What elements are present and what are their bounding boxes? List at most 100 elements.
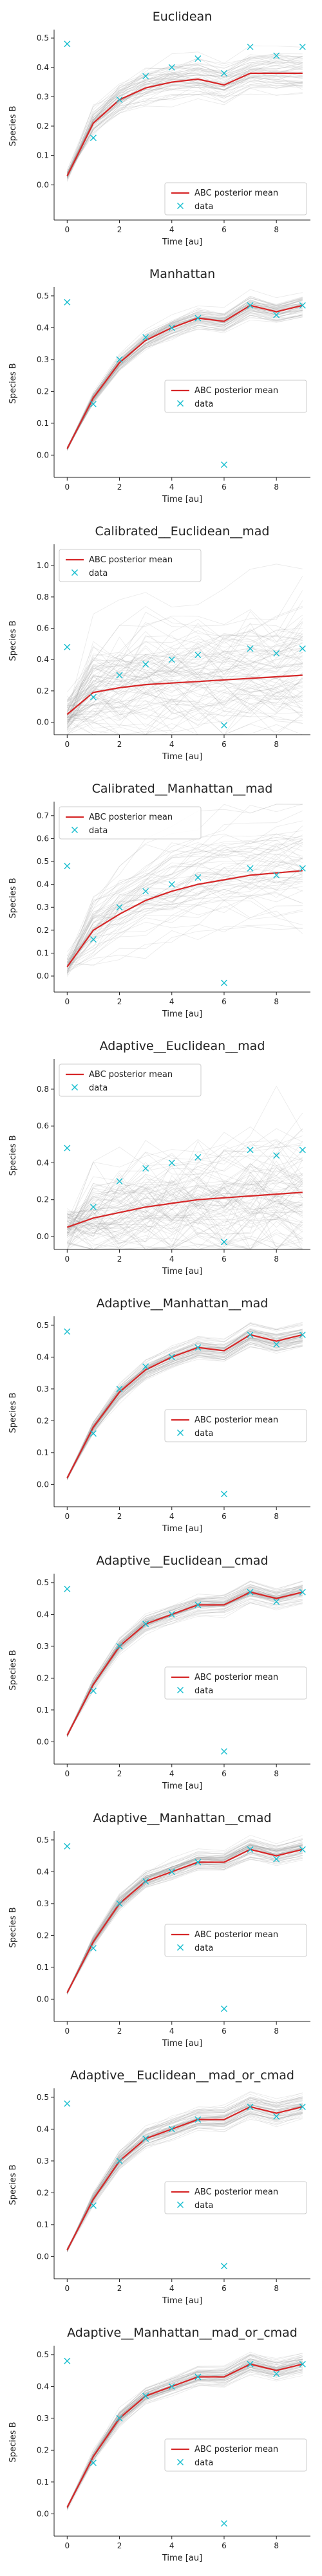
y-tick-label: 0.2 — [37, 1673, 49, 1682]
sample-trajectory — [66, 669, 303, 724]
y-axis-label: Species B — [8, 2164, 18, 2205]
posterior-samples — [66, 1835, 303, 1995]
data-point — [220, 2263, 227, 2270]
sample-trajectory — [66, 1844, 303, 1994]
y-axis-label: Species B — [8, 2422, 18, 2462]
data-point — [299, 302, 306, 309]
sample-trajectory — [67, 882, 303, 964]
chart-title: Adaptive__Euclidean__mad — [100, 1039, 265, 1053]
sample-trajectory — [66, 842, 303, 973]
sample-trajectory — [67, 679, 303, 708]
sample-trajectory — [66, 1845, 303, 1994]
legend-box — [164, 2181, 307, 2214]
legend-data-swatch — [71, 569, 78, 576]
y-tick-label: 0.4 — [37, 2124, 49, 2133]
sample-trajectory — [66, 1336, 303, 1479]
data-point — [142, 1363, 149, 1370]
sample-trajectory — [66, 315, 303, 449]
posterior-mean-line — [66, 2106, 303, 2251]
sample-trajectory — [66, 676, 303, 715]
sample-trajectory — [66, 2353, 303, 2508]
sample-trajectory — [67, 1204, 303, 1247]
y-tick-label: 0.5 — [37, 857, 49, 866]
y-axis-label: Species B — [8, 1135, 18, 1175]
sample-trajectory — [66, 1587, 303, 1736]
data-point — [299, 1846, 306, 1853]
sample-trajectory — [67, 628, 303, 700]
sample-trajectory — [66, 1145, 303, 1237]
sample-trajectory — [66, 74, 303, 178]
data-point — [194, 2373, 202, 2380]
sample-trajectory — [67, 1181, 303, 1244]
sample-trajectory — [67, 672, 303, 718]
x-tick-label: 0 — [64, 1255, 70, 1264]
sample-trajectory — [67, 876, 303, 965]
sample-trajectory — [66, 1323, 303, 1478]
sample-trajectory — [66, 1844, 303, 1992]
sample-trajectory — [66, 2094, 303, 2251]
data-point — [90, 1430, 97, 1437]
sample-trajectory — [66, 309, 303, 450]
sample-trajectory — [66, 1846, 303, 1993]
sample-trajectory — [66, 60, 303, 176]
sample-trajectory — [66, 1338, 303, 1478]
sample-trajectory — [67, 1174, 303, 1241]
sample-trajectory — [66, 2114, 303, 2250]
legend-mean-label: ABC posterior mean — [194, 1415, 278, 1425]
x-tick-label: 8 — [274, 225, 279, 234]
sample-trajectory — [66, 1166, 303, 1245]
sample-trajectory — [66, 296, 303, 448]
sample-trajectory — [66, 1586, 303, 1737]
x-tick-label: 2 — [117, 2027, 122, 2036]
sample-trajectory — [66, 1852, 303, 1994]
sample-trajectory — [66, 1587, 303, 1736]
x-tick-label: 2 — [117, 1255, 122, 1264]
data-point — [116, 356, 123, 363]
sample-trajectory — [67, 890, 303, 967]
sample-trajectory — [66, 2360, 303, 2510]
sample-trajectory — [66, 876, 303, 975]
sample-trajectory — [67, 1152, 303, 1235]
sample-trajectory — [66, 633, 303, 712]
sample-trajectory — [66, 2110, 303, 2249]
x-axis-label: Time [au] — [162, 237, 202, 247]
sample-trajectory — [67, 676, 303, 713]
sample-trajectory — [66, 1845, 303, 1993]
sample-trajectory — [66, 1590, 303, 1735]
data-point — [168, 1868, 175, 1875]
sample-trajectory — [66, 2353, 303, 2509]
sample-trajectory — [66, 2097, 303, 2251]
sample-trajectory — [66, 2369, 303, 2507]
sample-trajectory — [66, 1852, 303, 1994]
sample-trajectory — [66, 59, 303, 178]
data-point — [273, 2113, 280, 2120]
sample-trajectory — [66, 310, 303, 449]
x-tick-label: 0 — [64, 2284, 70, 2293]
sample-trajectory — [67, 910, 303, 966]
sample-trajectory — [66, 630, 303, 716]
data-point — [273, 1152, 280, 1159]
sample-trajectory — [66, 1843, 303, 1992]
sample-trajectory — [66, 84, 303, 174]
sample-trajectory — [66, 307, 303, 451]
y-tick-label: 0.0 — [37, 971, 49, 980]
sample-trajectory — [66, 2354, 303, 2507]
y-tick-label: 0.1 — [37, 1706, 49, 1715]
y-tick-label: 0.4 — [37, 1352, 49, 1361]
y-tick-label: 0.0 — [37, 1232, 49, 1241]
sample-trajectory — [66, 1857, 303, 1993]
sample-trajectory — [67, 1179, 303, 1250]
legend: ABC posterior mean data — [164, 1666, 307, 1700]
sample-trajectory — [66, 295, 303, 450]
sample-trajectory — [67, 1212, 303, 1250]
legend-data-label: data — [194, 202, 213, 212]
sample-trajectory — [66, 2103, 303, 2250]
legend-mean-label: ABC posterior mean — [194, 2445, 278, 2454]
data-point — [247, 1146, 254, 1154]
sample-trajectory — [66, 2101, 303, 2252]
legend-data-swatch — [177, 1687, 184, 1693]
x-tick-label: 0 — [64, 225, 70, 234]
sample-trajectory — [67, 1182, 303, 1247]
sample-trajectory — [67, 685, 303, 713]
